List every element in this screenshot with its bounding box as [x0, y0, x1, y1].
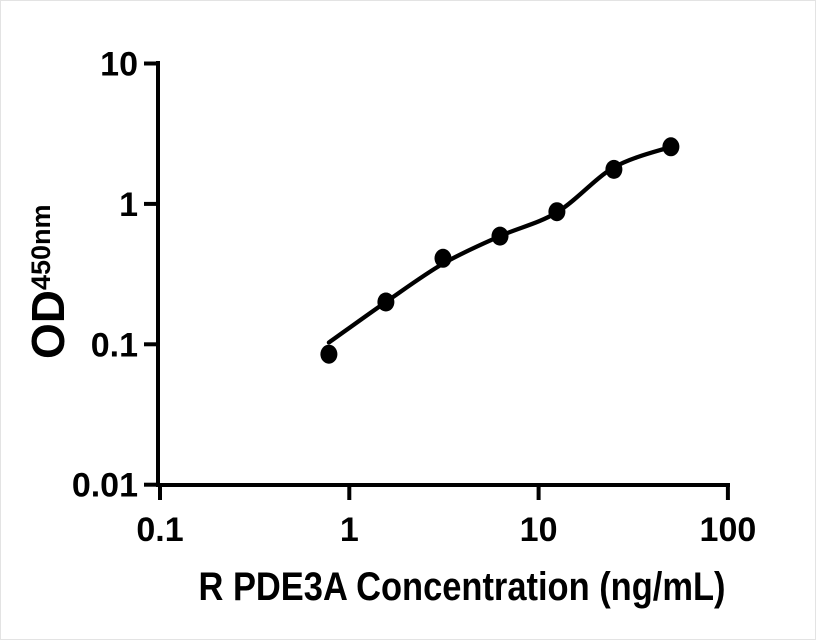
plot-area [320, 137, 680, 364]
data-point [320, 344, 338, 364]
x-tick-label: 100 [700, 511, 757, 549]
x-tick-label: 10 [520, 511, 558, 549]
x-axis-title: R PDE3A Concentration (ng/mL) [199, 565, 726, 609]
label-layer: 0.01 0.1 1 10 0.1 1 10 100 R PDE3A Concentration… [22, 46, 756, 610]
y-axis-title: OD450nm [22, 204, 74, 359]
data-point [434, 248, 452, 268]
x-tick-label: 0.1 [136, 511, 183, 549]
y-tick-label: 1 [119, 186, 138, 224]
data-point [548, 202, 566, 222]
y-axis-title-subscript: 450nm [26, 204, 56, 290]
x-tick-label: 1 [340, 511, 359, 549]
data-point [662, 137, 680, 157]
y-tick-label: 0.01 [72, 467, 138, 505]
data-point [605, 159, 623, 179]
y-tick-label: 0.1 [91, 326, 138, 364]
data-point [491, 226, 509, 246]
y-tick-label: 10 [100, 46, 138, 84]
axes-layer [144, 61, 730, 500]
data-point [377, 292, 395, 312]
